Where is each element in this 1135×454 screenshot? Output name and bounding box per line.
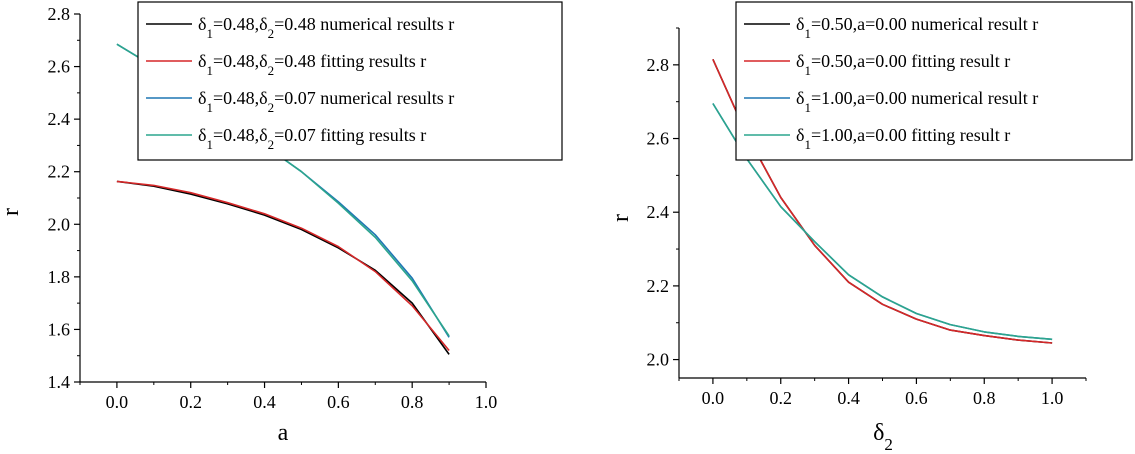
y-tick-label: 2.8	[48, 4, 71, 24]
series-line-1	[116, 180, 450, 355]
series-line-2	[116, 180, 450, 352]
legend-label: δ1=1.00,a=0.00 numerical result r	[796, 88, 1038, 115]
y-tick-label: 2.0	[48, 214, 71, 234]
y-axis-label: r	[0, 208, 24, 216]
x-tick-label: 0.2	[179, 392, 202, 412]
y-tick-label: 2.0	[647, 350, 670, 370]
x-tick-label: 0.6	[327, 392, 350, 412]
legend-box	[735, 1, 1133, 161]
y-tick-label: 1.6	[48, 319, 71, 339]
x-tick-label: 1.0	[475, 392, 498, 412]
x-tick-label: 0.4	[837, 388, 860, 408]
series-line-2	[712, 58, 1053, 344]
legend: δ1=0.50,a=0.00 numerical result r δ1=0.50…	[735, 1, 1133, 161]
legend-label: δ1=0.48,δ2=0.48 fitting results r	[198, 51, 426, 78]
y-tick-label: 2.4	[48, 109, 71, 129]
x-tick-label: 0.8	[973, 388, 996, 408]
legend-label: δ1=1.00,a=0.00 fitting result r	[796, 125, 1010, 152]
y-tick-label: 2.4	[647, 202, 670, 222]
x-tick-label: 0.6	[905, 388, 928, 408]
legend-label: δ1=0.48,δ2=0.07 fitting results r	[198, 125, 426, 152]
y-tick-label: 1.8	[48, 267, 71, 287]
legend-label: δ1=0.50,a=0.00 numerical result r	[796, 14, 1038, 41]
x-tick-label: 0.4	[253, 392, 276, 412]
legend-box	[137, 1, 563, 161]
legend-label: δ1=0.48,δ2=0.48 numerical results r	[198, 14, 454, 41]
x-axis-label: δ2	[873, 420, 893, 454]
y-tick-label: 1.4	[48, 372, 71, 392]
y-axis-label: r	[608, 214, 634, 222]
y-tick-label: 2.6	[647, 129, 670, 149]
y-tick-label: 2.2	[48, 162, 71, 182]
x-tick-label: 0.0	[106, 392, 129, 412]
x-tick-label: 0.0	[702, 388, 725, 408]
y-tick-label: 2.6	[48, 57, 71, 77]
chart-left: 0.0 0.2 0.4 0.6 0.8 1.0 1.4 1.6 1.8 2.0 2.2 2.4 2.6 2…	[0, 1, 563, 446]
x-axis-label: a	[278, 420, 289, 446]
x-tick-label: 0.8	[401, 392, 424, 412]
y-tick-label: 2.2	[647, 276, 670, 296]
x-tick-label: 0.2	[770, 388, 793, 408]
x-tick-label: 1.0	[1041, 388, 1064, 408]
legend-label: δ1=0.48,δ2=0.07 numerical results r	[198, 88, 454, 115]
y-tick-label: 2.8	[647, 55, 670, 75]
legend: δ1=0.48,δ2=0.48 numerical results r δ1=0.…	[137, 1, 563, 161]
series-line-4	[712, 103, 1053, 341]
chart-right: 0.0 0.2 0.4 0.6 0.8 1.0 2.0 2.2 2.4 2.6 2.8 r δ2 δ1=0…	[608, 1, 1133, 454]
legend-label: δ1=0.50,a=0.00 fitting result r	[796, 51, 1010, 78]
